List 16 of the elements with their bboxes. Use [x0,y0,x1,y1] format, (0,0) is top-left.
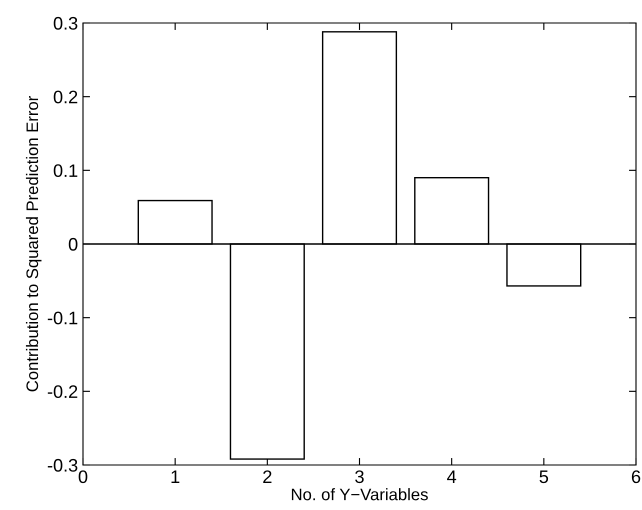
x-tick-label: 1 [172,470,180,483]
x-tick-label: 2 [263,470,272,483]
x-tick-label: 6 [632,470,640,484]
y-tick-label: 0 [68,238,78,251]
y-tick-label: -0.1 [48,312,78,324]
x-axis-title: No. of Y−Variables [292,488,428,500]
y-tick-label: -0.2 [48,385,78,398]
y-tick-label: 0.2 [54,90,78,104]
y-tick-label: 0.1 [54,164,78,178]
x-tick-label: 4 [447,470,456,483]
y-tick-label: -0.3 [48,458,78,472]
x-tick-label: 0 [78,470,88,484]
x-tick-label: 5 [540,470,548,484]
y-tick-label: 0.3 [54,16,78,30]
y-axis-title: Contribution to Squared Prediction Error [26,96,42,392]
x-tick-label: 3 [355,470,364,484]
